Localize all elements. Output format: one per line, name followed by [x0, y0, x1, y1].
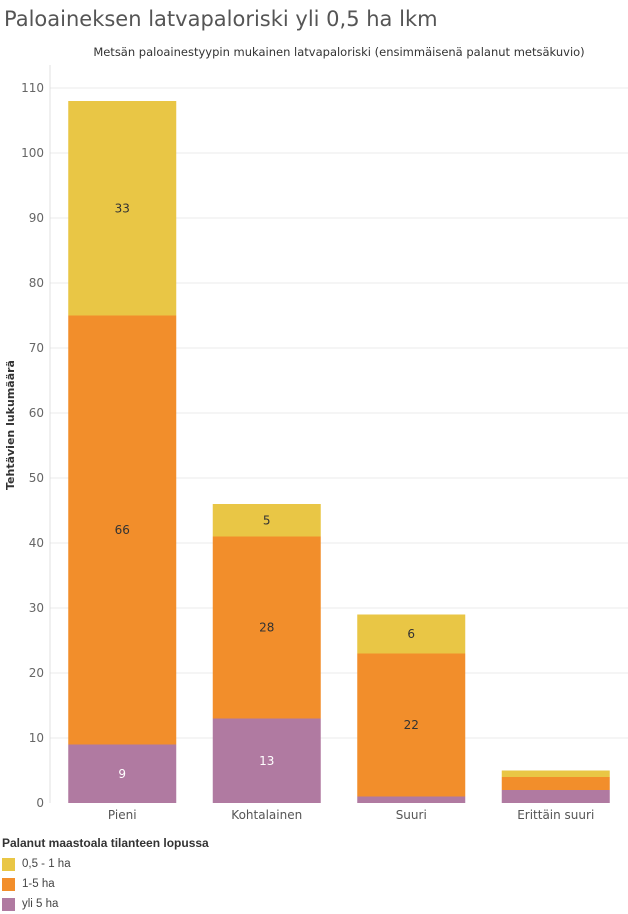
data-label: 9 [118, 767, 126, 781]
legend-label: yli 5 ha [22, 898, 59, 910]
data-label: 33 [115, 201, 130, 215]
y-tick-label: 40 [29, 536, 44, 550]
data-label: 22 [404, 718, 419, 732]
data-label: 28 [259, 621, 274, 635]
legend-item: 0,5 - 1 ha [2, 854, 209, 874]
legend-label: 0,5 - 1 ha [22, 858, 71, 870]
legend-title: Palanut maastoala tilanteen lopussa [2, 836, 209, 850]
x-tick-label: Erittäin suuri [517, 808, 594, 822]
data-label: 6 [407, 627, 415, 641]
y-tick-label: 50 [29, 471, 44, 485]
y-tick-label: 70 [29, 341, 44, 355]
y-tick-label: 100 [21, 146, 44, 160]
bar-segment [212, 536, 321, 719]
bar-segment [212, 504, 321, 537]
y-tick-label: 0 [36, 796, 44, 810]
y-tick-label: 30 [29, 601, 44, 615]
legend-swatch [2, 897, 15, 911]
legend-item: yli 5 ha [2, 894, 209, 914]
bar-segment [357, 653, 466, 797]
bar-segment [501, 770, 610, 777]
y-tick-label: 110 [21, 81, 44, 95]
data-label: 5 [263, 513, 271, 527]
y-tick-label: 90 [29, 211, 44, 225]
x-tick-label: Pieni [108, 808, 137, 822]
bar-segment [357, 796, 466, 803]
stacked-bar-chart: 0 10 20 30 40 50 60 70 80 90 100 110 9 66 33 Pieni 13 28 5… [21, 65, 628, 822]
x-tick-label: Kohtalainen [231, 808, 302, 822]
legend-swatch [2, 857, 15, 871]
y-tick-label: 80 [29, 276, 44, 290]
legend: Palanut maastoala tilanteen lopussa 0,5 … [2, 836, 209, 914]
bar-segment [501, 777, 610, 790]
data-label: 66 [115, 523, 130, 537]
y-tick-label: 10 [29, 731, 44, 745]
data-label: 13 [259, 754, 274, 768]
bar-segment [501, 790, 610, 803]
bar-segment [357, 614, 466, 654]
bar-segment [68, 101, 177, 316]
legend-label: 1-5 ha [22, 878, 55, 890]
bar-segment [68, 315, 177, 745]
y-tick-label: 60 [29, 406, 44, 420]
chart-title: Metsän paloainestyypin mukainen latvapal… [93, 45, 585, 59]
x-tick-label: Suuri [396, 808, 427, 822]
bar-segment [212, 718, 321, 803]
legend-item: 1-5 ha [2, 874, 209, 894]
legend-swatch [2, 877, 15, 891]
y-tick-label: 20 [29, 666, 44, 680]
page-title: Paloaineksen latvapaloriski yli 0,5 ha l… [4, 7, 438, 31]
bar-segment [68, 744, 177, 803]
